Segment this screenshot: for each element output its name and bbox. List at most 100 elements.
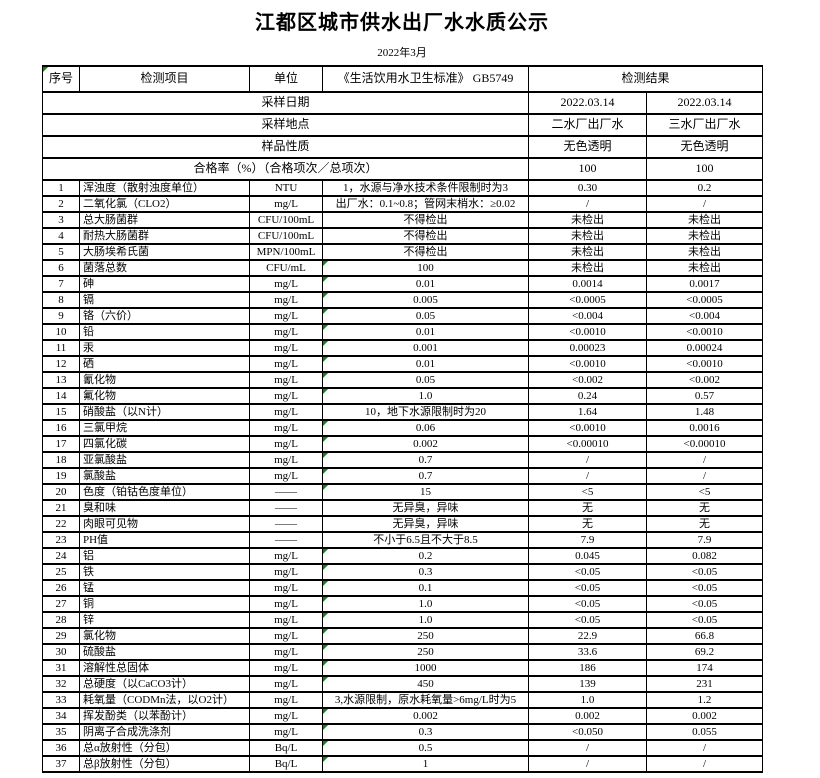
standard-cell: 不得检出 (322, 243, 529, 261)
column-header-result: 检测结果 (527, 65, 764, 93)
result1-cell: 无 (528, 499, 647, 517)
unit-cell: mg/L (249, 355, 323, 373)
table-row: 30 硫酸盐 mg/L 250 33.6 69.2 (42, 643, 764, 661)
result2-cell: <0.05 (645, 579, 764, 597)
info-row: 样品性质 无色透明 无色透明 (42, 135, 764, 159)
row-no-cell: 25 (42, 563, 80, 581)
result1-cell: 186 (528, 659, 647, 677)
standard-cell: 无异臭，异味 (322, 499, 529, 517)
unit-cell: MPN/100mL (249, 243, 323, 261)
item-cell: 大肠埃希氏菌 (79, 243, 250, 261)
row-no-cell: 26 (42, 579, 80, 597)
result1-cell: / (528, 739, 647, 757)
table-row: 29 氯化物 mg/L 250 22.9 66.8 (42, 627, 764, 645)
result2-cell: 无 (645, 499, 764, 517)
result2-cell: <0.0010 (645, 323, 764, 341)
result2-cell: 未检出 (645, 227, 764, 245)
unit-cell: CFU/100mL (249, 211, 323, 229)
table-row: 27 铜 mg/L 1.0 <0.05 <0.05 (42, 595, 764, 613)
info-value-plant3: 无色透明 (645, 135, 764, 159)
result2-cell: <0.002 (645, 371, 764, 389)
table-row: 4 耐热大肠菌群 CFU/100mL 不得检出 未检出 未检出 (42, 227, 764, 245)
table-row: 5 大肠埃希氏菌 MPN/100mL 不得检出 未检出 未检出 (42, 243, 764, 261)
row-no-cell: 28 (42, 611, 80, 629)
table-row: 24 铝 mg/L 0.2 0.045 0.082 (42, 547, 764, 565)
unit-cell: mg/L (249, 675, 323, 693)
unit-cell: mg/L (249, 659, 323, 677)
result1-cell: 1.0 (528, 691, 647, 709)
row-no-cell: 24 (42, 547, 80, 565)
result1-cell: 未检出 (528, 243, 647, 261)
unit-cell: —— (249, 499, 323, 517)
row-no-cell: 22 (42, 515, 80, 533)
result1-cell: <0.050 (528, 723, 647, 741)
result2-cell: 未检出 (645, 211, 764, 229)
standard-cell: 0.3 (322, 723, 529, 741)
item-cell: 锰 (79, 579, 250, 597)
standard-cell: 不得检出 (322, 211, 529, 229)
item-cell: 氟化物 (79, 387, 250, 405)
table-row: 28 锌 mg/L 1.0 <0.05 <0.05 (42, 611, 764, 629)
item-cell: 耐热大肠菌群 (79, 227, 250, 245)
standard-cell: 0.5 (322, 739, 529, 757)
result1-cell: <0.004 (528, 307, 647, 325)
result2-cell: 未检出 (645, 259, 764, 277)
unit-cell: mg/L (249, 627, 323, 645)
standard-cell: 0.01 (322, 275, 529, 293)
info-label: 采样日期 (42, 91, 529, 115)
result1-cell: 未检出 (528, 259, 647, 277)
unit-cell: mg/L (249, 707, 323, 725)
table-row: 34 挥发酚类（以苯酚计） mg/L 0.002 0.002 0.002 (42, 707, 764, 725)
info-value-plant2: 2022.03.14 (528, 91, 647, 115)
result2-cell: <0.0010 (645, 355, 764, 373)
item-cell: 二氧化氯（CLO2） (79, 195, 250, 213)
item-cell: 三氯甲烷 (79, 419, 250, 437)
table-row: 36 总α放射性（分包） Bq/L 0.5// (42, 739, 764, 757)
row-no-cell: 29 (42, 627, 80, 645)
result2-cell: 0.57 (645, 387, 764, 405)
row-no-cell: 31 (42, 659, 80, 677)
row-no-cell: 2 (42, 195, 80, 213)
result1-cell: 7.9 (528, 531, 647, 549)
info-value-plant2: 100 (528, 157, 647, 181)
column-header-row: 序号 检测项目 单位 《生活饮用水卫生标准》 GB5749 检测结果 (42, 65, 764, 93)
row-no-cell: 37 (42, 755, 80, 773)
table-row: 3 总大肠菌群 CFU/100mL 不得检出 未检出 未检出 (42, 211, 764, 229)
standard-cell: 0.05 (322, 307, 529, 325)
item-cell: 总α放射性（分包） (79, 739, 250, 757)
table-row: 1 浑浊度（散射浊度单位） NTU 1，水源与净水技术条件限制时为3 0.30 0.2 (42, 179, 764, 197)
unit-cell: mg/L (249, 723, 323, 741)
standard-cell: 15 (322, 483, 529, 501)
row-no-cell: 11 (42, 339, 80, 357)
info-value-plant3: 三水厂出厂水 (645, 113, 764, 137)
item-cell: 硫酸盐 (79, 643, 250, 661)
standard-cell: 1.0 (322, 595, 529, 613)
table-row: 35 阴离子合成洗涤剂 mg/L 0.3 <0.050 0.055 (42, 723, 764, 741)
standard-cell: 出厂水：0.1~0.8；管网末梢水：≥0.02 (322, 195, 529, 213)
item-cell: 总硬度（以CaCO3计） (79, 675, 250, 693)
table-row: 25 铁 mg/L 0.3 <0.05 <0.05 (42, 563, 764, 581)
row-no-cell: 8 (42, 291, 80, 309)
result2-cell: / (645, 451, 764, 469)
result1-cell: / (528, 467, 647, 485)
item-cell: 总大肠菌群 (79, 211, 250, 229)
result1-cell: 139 (528, 675, 647, 693)
info-label: 样品性质 (42, 135, 529, 159)
result2-cell: <0.05 (645, 611, 764, 629)
standard-cell: 0.01 (322, 323, 529, 341)
result1-cell: <0.0010 (528, 419, 647, 437)
unit-cell: mg/L (249, 595, 323, 613)
standard-cell: 0.002 (322, 707, 529, 725)
table-row: 21 臭和味 —— 无异臭，异味无无 (42, 499, 764, 517)
table-row: 10 铅 mg/L 0.01 <0.0010 <0.0010 (42, 323, 764, 341)
item-cell: 色度（铂钴色度单位） (79, 483, 250, 501)
item-cell: 肉眼可见物 (79, 515, 250, 533)
item-cell: 溶解性总固体 (79, 659, 250, 677)
row-no-cell: 1 (42, 179, 80, 197)
column-header-item: 检测项目 (79, 65, 250, 93)
item-cell: 铜 (79, 595, 250, 613)
table-row: 20 色度（铂钴色度单位） —— 15 <5 <5 (42, 483, 764, 501)
result2-cell: 66.8 (645, 627, 764, 645)
unit-cell: —— (249, 483, 323, 501)
result1-cell: 0.045 (528, 547, 647, 565)
